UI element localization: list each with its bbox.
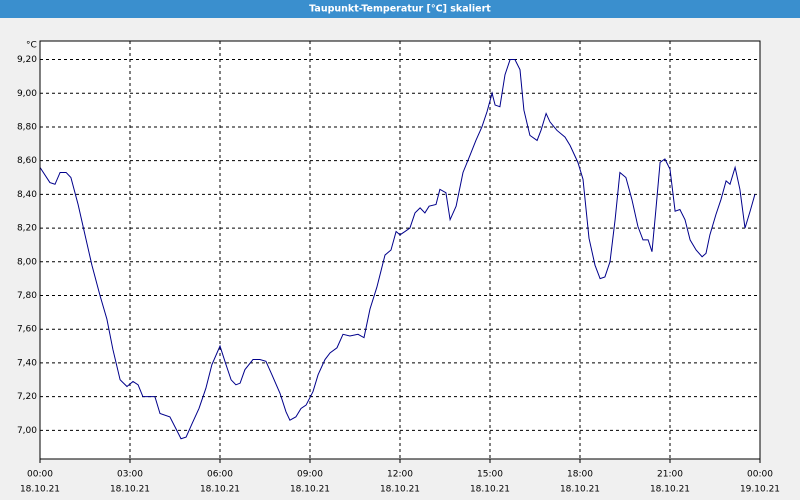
x-tick-label: 21:00 xyxy=(657,470,683,480)
x-tick-date: 18.10.21 xyxy=(380,485,420,495)
y-tick-label: 7,60 xyxy=(17,325,37,335)
x-tick-date: 18.10.21 xyxy=(200,485,240,495)
x-tick-date: 18.10.21 xyxy=(20,485,60,495)
y-tick-label: 7,40 xyxy=(17,358,37,368)
title-bar xyxy=(0,0,800,18)
y-unit: °C xyxy=(26,41,37,51)
x-tick-label: 00:00 xyxy=(27,470,53,480)
x-tick-date: 18.10.21 xyxy=(290,485,330,495)
y-tick-label: 9,20 xyxy=(17,55,37,65)
y-tick-label: 8,00 xyxy=(17,257,37,267)
x-tick-label: 18:00 xyxy=(567,470,593,480)
y-tick-label: 8,20 xyxy=(17,224,37,234)
plot-border xyxy=(39,40,761,460)
x-tick-label: 00:00 xyxy=(747,470,773,480)
y-tick-label: 8,60 xyxy=(17,156,37,166)
x-tick-date: 18.10.21 xyxy=(470,485,510,495)
chart-title: Taupunkt-Temperatur [°C] skaliert xyxy=(309,4,491,15)
x-tick-label: 15:00 xyxy=(477,470,503,480)
y-tick-label: 7,80 xyxy=(17,291,37,301)
x-tick-date: 18.10.21 xyxy=(110,485,150,495)
y-tick-label: 7,20 xyxy=(17,392,37,402)
x-tick-label: 09:00 xyxy=(297,470,323,480)
x-tick-date: 18.10.21 xyxy=(650,485,690,495)
y-tick-label: 9,00 xyxy=(17,89,37,99)
x-tick-label: 12:00 xyxy=(387,470,413,480)
y-tick-label: 8,80 xyxy=(17,122,37,132)
data-line xyxy=(39,59,756,440)
y-tick-label: 7,00 xyxy=(17,426,37,436)
x-tick-date: 19.10.21 xyxy=(740,485,780,495)
x-tick-date: 18.10.21 xyxy=(560,485,600,495)
y-tick-label: 8,40 xyxy=(17,190,37,200)
x-tick-label: 06:00 xyxy=(207,470,233,480)
x-tick-label: 03:00 xyxy=(117,470,143,480)
